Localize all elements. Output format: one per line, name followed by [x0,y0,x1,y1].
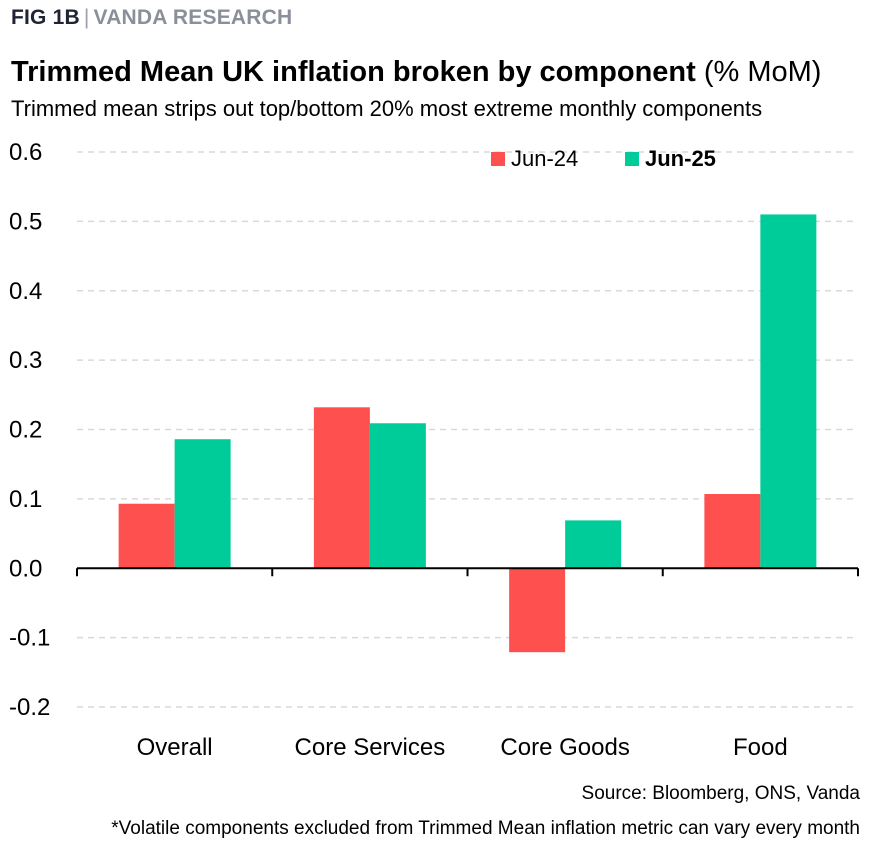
chart-title-main: Trimmed Mean UK inflation broken by comp… [11,56,696,88]
y-tick-label: 0.1 [9,486,42,513]
x-category-label: Overall [137,734,213,761]
legend-label: Jun-25 [645,146,716,171]
legend-label: Jun-24 [511,146,578,171]
x-axis [76,567,859,577]
y-tick-label: 0.2 [9,417,42,444]
y-tick-label: 0.0 [9,555,42,582]
chart-title-unit: (% MoM) [703,56,822,88]
figure-separator: | [83,6,90,29]
footnote: *Volatile components excluded from Trimm… [111,818,860,839]
figure-number: FIG 1B [11,6,80,29]
bars [118,214,817,653]
y-tick-label: 0.6 [9,139,42,166]
bar-jun-25 [369,423,426,569]
bar-jun-25 [174,439,231,569]
x-category-label: Food [733,734,788,761]
chart-title: Trimmed Mean UK inflation broken by comp… [11,56,821,89]
figure-label: FIG 1B | VANDA RESEARCH [11,6,292,30]
legend-swatch [491,152,505,166]
y-axis-tick-labels: 0.6 0.5 0.4 0.3 0.2 0.1 0.0 -0.1 -0.2 [9,139,50,721]
legend: Jun-24 Jun-25 [491,146,716,171]
y-tick-label: 0.5 [9,208,42,235]
y-tick-label: 0.3 [9,347,42,374]
legend-swatch [625,152,639,166]
chart-subtitle: Trimmed mean strips out top/bottom 20% m… [11,96,763,121]
bar-jun-25 [565,520,622,569]
x-category-label: Core Goods [500,734,629,761]
bar-chart: 0.6 0.5 0.4 0.3 0.2 0.1 0.0 -0.1 -0.2 Overall Cor… [9,139,859,761]
bar-jun-24 [509,568,566,653]
source-note: Source: Bloomberg, ONS, Vanda [581,783,860,804]
bar-jun-24 [313,407,370,569]
y-tick-label: 0.4 [9,278,42,305]
bar-jun-24 [704,494,761,569]
y-tick-label: -0.1 [9,625,50,652]
x-category-label: Core Services [295,734,446,761]
y-tick-label: -0.2 [9,694,50,721]
x-axis-category-labels: Overall Core Services Core Goods Food [137,734,788,761]
bar-jun-25 [760,214,817,569]
organization-name: VANDA RESEARCH [93,6,293,29]
bar-jun-24 [118,503,175,569]
gridlines [77,151,858,708]
